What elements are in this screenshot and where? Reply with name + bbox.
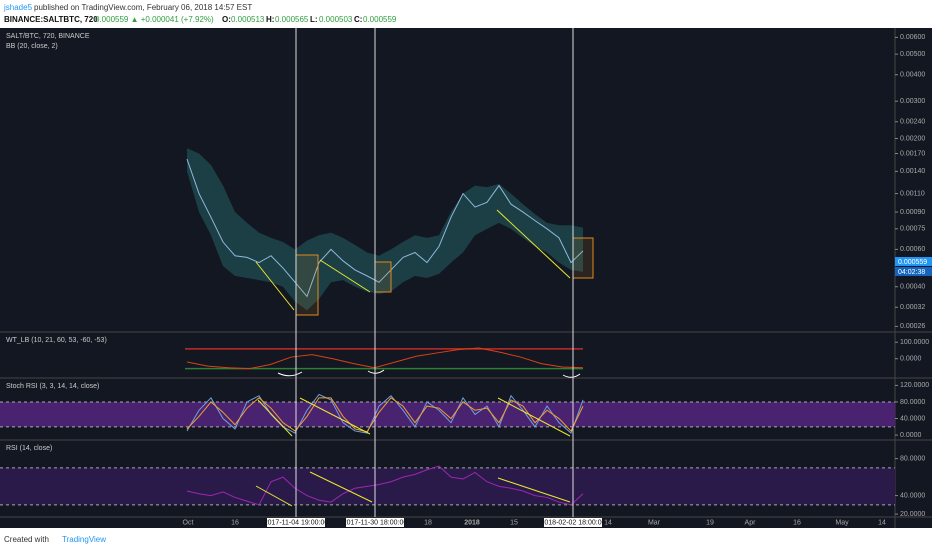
- ohlc-value: 0.000559: [363, 15, 397, 24]
- footer-brand: TradingView: [62, 535, 106, 544]
- x-label-box: [267, 518, 325, 527]
- x-tick-label: 2017-11-04 19:00:00: [264, 519, 329, 526]
- ohlc-value: 0.000513: [231, 15, 265, 24]
- y-tick-label: 0.00600: [900, 34, 925, 41]
- series-line: [186, 347, 584, 370]
- x-tick-label: 2018-02-02 18:00:00: [541, 519, 606, 526]
- pane-title: WT_LB (10, 21, 60, 53, -60, -53): [6, 337, 107, 344]
- x-tick-label: 16: [793, 519, 801, 526]
- y-tick-label: 80.0000: [900, 455, 925, 462]
- y-tick-label: 0.00110: [900, 190, 925, 197]
- y-tick-label: 0.00060: [900, 246, 925, 253]
- x-label-box: [544, 518, 602, 527]
- pane-subtitle: BB (20, close, 2): [6, 43, 58, 50]
- arcs: [277, 369, 581, 378]
- series-line: [186, 397, 584, 433]
- x-tick-label: 14: [878, 519, 886, 526]
- y-tick-label: 100.0000: [900, 339, 929, 346]
- pane-title: SALT/BTC, 720, BINANCE: [6, 33, 90, 40]
- price-tag: 0.000559: [898, 259, 927, 266]
- ohlc-value: 0.000503: [319, 15, 353, 24]
- arrows: [255, 209, 571, 507]
- y-tick-label: 120.0000: [900, 382, 929, 389]
- bollinger-band: [187, 148, 583, 311]
- y-tick-label: 0.00170: [900, 150, 925, 157]
- change: 0.000559 ▲ +0.000041 (+7.92%): [95, 15, 214, 24]
- x-tick-label: 2018: [464, 519, 480, 526]
- x-tick-label: Oct: [183, 519, 194, 526]
- y-tick-label: 40.0000: [900, 492, 925, 499]
- header-bg: [0, 0, 932, 28]
- y-tick-label: 0.00400: [900, 72, 925, 79]
- pane-title: Stoch RSI (3, 3, 14, 14, close): [6, 383, 99, 390]
- x-tick-label: May: [835, 519, 849, 526]
- y-tick-label: 0.00300: [900, 98, 925, 105]
- x-tick-label: 18: [424, 519, 432, 526]
- box: [295, 254, 319, 316]
- y-tick-label: 20.0000: [900, 511, 925, 518]
- x-tick-label: 2017-11-30 18:00:00: [343, 519, 408, 526]
- ohlc-key: C:: [354, 15, 362, 24]
- y-tick-label: 0.0000: [900, 356, 922, 363]
- y-tick-label: 0.00026: [900, 323, 925, 330]
- footer-bg: [0, 528, 932, 550]
- footer-created: Created with: [4, 535, 49, 544]
- y-tick-label: 0.00500: [900, 51, 925, 58]
- x-label-box: [346, 518, 404, 527]
- y-tick-label: 80.0000: [900, 399, 925, 406]
- y-tick-label: 0.00200: [900, 135, 925, 142]
- symbol: BINANCE:SALTBTC, 720: [4, 15, 98, 24]
- x-tick-label: Mar: [648, 519, 661, 526]
- y-tick-label: 0.00140: [900, 168, 925, 175]
- y-tick-label: 0.00040: [900, 284, 925, 291]
- author: jshade5: [3, 3, 33, 12]
- chart-bg: [0, 28, 932, 528]
- cursor-lines: [295, 28, 574, 517]
- series-line: [186, 465, 584, 506]
- series-line: [186, 158, 584, 298]
- x-tick-label: Apr: [745, 519, 757, 526]
- plot: 0.00600 0.00500 0.00400 0.00300 0.00240 0.002…: [0, 28, 932, 528]
- band: [0, 401, 895, 427]
- pane-title: RSI (14, close): [6, 445, 52, 452]
- y-tick-label: 0.00032: [900, 304, 925, 311]
- y-tick-label: 0.00075: [900, 226, 925, 233]
- y-tick-label: 0.00090: [900, 209, 925, 216]
- y-tick-label: 0.0000: [900, 432, 922, 439]
- countdown: 04:02:38: [898, 269, 925, 276]
- ohlc-key: H:: [266, 15, 274, 24]
- published: published on TradingView.com, February 0…: [34, 3, 252, 12]
- ohlc-key: O:: [222, 15, 231, 24]
- y-tick-label: 40.0000: [900, 415, 925, 422]
- x-tick-label: 14: [604, 519, 612, 526]
- ohlc-value: 0.000565: [275, 15, 309, 24]
- x-tick-label: 19: [706, 519, 714, 526]
- box: [374, 261, 392, 293]
- x-tick-label: 16: [231, 519, 239, 526]
- ohlc-key: L:: [310, 15, 318, 24]
- annotations: [255, 209, 594, 507]
- y-tick-label: 0.00240: [900, 119, 925, 126]
- price-tag-bg: [895, 257, 932, 266]
- countdown-bg: [895, 267, 932, 276]
- x-tick-label: 15: [510, 519, 518, 526]
- box: [572, 237, 594, 279]
